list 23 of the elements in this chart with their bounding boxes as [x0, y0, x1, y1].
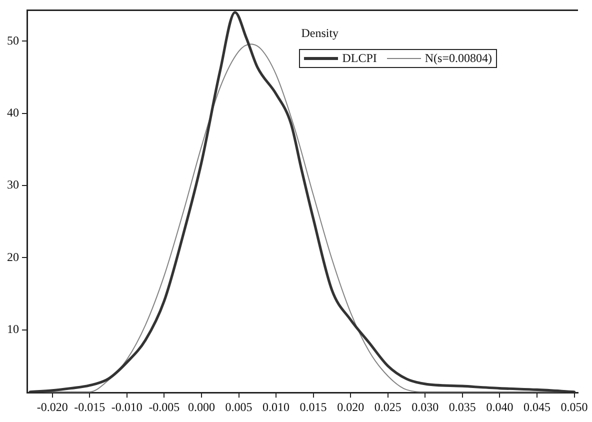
x-tick-label: 0.005 — [225, 400, 252, 414]
x-tick-label: 0.015 — [300, 400, 327, 414]
x-tick-label: -0.005 — [148, 400, 180, 414]
y-tick-label: 40 — [7, 106, 19, 120]
legend-title: Density — [301, 26, 340, 41]
x-tick-label: 0.040 — [486, 400, 514, 414]
x-tick-label: 0.025 — [374, 400, 402, 414]
x-tick-label: -0.010 — [111, 400, 142, 414]
y-tick-label: 20 — [7, 250, 19, 264]
legend-label: DLCPI — [342, 51, 377, 66]
x-tick-label: 0.000 — [188, 400, 215, 414]
y-tick-label: 30 — [7, 178, 19, 192]
x-tick-label: 0.035 — [448, 400, 476, 414]
x-tick-label: 0.050 — [560, 400, 588, 414]
y-tick-label: 10 — [7, 322, 19, 336]
x-tick-label: 0.030 — [412, 400, 439, 414]
y-tick-label: 50 — [7, 33, 19, 48]
x-tick-label: -0.020 — [36, 400, 68, 414]
x-tick-label: 0.010 — [262, 400, 290, 414]
legend-label: N(s=0.00804) — [424, 51, 492, 66]
x-tick-label: 0.045 — [523, 400, 550, 414]
x-tick-label: 0.020 — [337, 400, 364, 414]
x-tick-label: -0.015 — [74, 400, 106, 414]
